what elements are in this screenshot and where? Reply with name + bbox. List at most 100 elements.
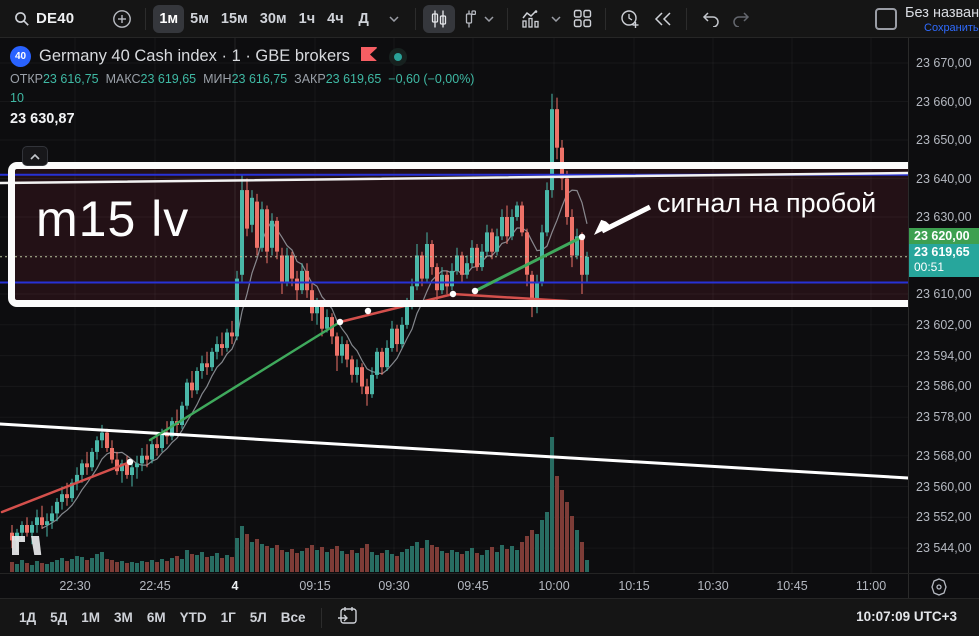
close-value: 23 619,65 bbox=[325, 72, 382, 86]
indicators-button[interactable] bbox=[515, 5, 567, 33]
compare-add-button[interactable] bbox=[106, 5, 138, 33]
candle-chart-type-button[interactable] bbox=[422, 4, 455, 33]
undo-button[interactable] bbox=[694, 5, 726, 33]
price-label: 23 670,00 bbox=[916, 56, 972, 70]
bottom-toolbar: 1Д 5Д 1М 3М 6М YTD 1Г 5Л Все 10:07:09 UTC+3 bbox=[0, 598, 979, 636]
time-label: 10:30 bbox=[697, 579, 729, 593]
red-trendline-left bbox=[0, 460, 132, 514]
time-label: 10:00 bbox=[538, 579, 570, 593]
time-label: 09:45 bbox=[457, 579, 489, 593]
range-button-1Д[interactable]: 1Д bbox=[19, 610, 37, 625]
tradingview-logo[interactable] bbox=[12, 536, 46, 561]
candles-icon bbox=[429, 9, 449, 29]
interval-button-5м[interactable]: 5м bbox=[190, 10, 209, 27]
interval-button-Д[interactable]: Д bbox=[358, 10, 369, 27]
price-label: 23 552,00 bbox=[916, 510, 972, 524]
interval-menu-button[interactable] bbox=[380, 5, 408, 33]
plus-circle-icon bbox=[112, 9, 132, 29]
chevron-down-icon bbox=[484, 15, 494, 22]
price-axis[interactable]: 23 670,00 23 660,00 23 650,00 23 640,00 23 6… bbox=[908, 38, 979, 573]
alert-clock-icon bbox=[619, 8, 641, 30]
time-label: 10:15 bbox=[618, 579, 650, 593]
open-label: ОТКР bbox=[10, 72, 43, 86]
collapse-header-button[interactable] bbox=[22, 146, 48, 166]
range-button-5Л[interactable]: 5Л bbox=[249, 610, 267, 625]
toolbar-separator bbox=[320, 607, 322, 628]
range-button-1М[interactable]: 1М bbox=[81, 610, 101, 625]
change-value: −0,60 (−0,00%) bbox=[388, 72, 475, 86]
range-button-Все[interactable]: Все bbox=[280, 610, 306, 625]
red-zigzag-line bbox=[338, 292, 585, 324]
toolbar-separator bbox=[685, 7, 687, 30]
ohlc-row[interactable]: ОТКР23 616,75 МАКС23 619,65 МИН23 616,75 ЗА… bbox=[10, 72, 481, 86]
range-button-6М[interactable]: 6М bbox=[146, 610, 166, 625]
symbol-search-button[interactable]: DE40 bbox=[8, 5, 80, 33]
price-label: 23 640,00 bbox=[916, 172, 972, 186]
undo-icon bbox=[700, 11, 720, 27]
time-label: 09:30 bbox=[378, 579, 410, 593]
top-toolbar: DE40 1м 5м 15м 30м 1ч 4ч Д bbox=[0, 0, 979, 38]
axis-separator bbox=[908, 574, 909, 599]
lower-white-trendline bbox=[0, 422, 908, 480]
interval-button-15м[interactable]: 15м bbox=[220, 10, 248, 27]
layout-name[interactable]: Без назван bbox=[905, 5, 979, 21]
interval-button-1м[interactable]: 1м bbox=[153, 4, 185, 33]
save-layout-link[interactable]: Сохранить bbox=[924, 22, 979, 34]
range-button-3М[interactable]: 3М bbox=[114, 610, 133, 625]
price-label: 23 650,00 bbox=[916, 133, 972, 147]
price-chart[interactable] bbox=[0, 38, 908, 573]
chart-settings-gear-icon[interactable] bbox=[928, 576, 950, 603]
chart-area[interactable]: 40 Germany 40 Cash index · 1 · GBE broke… bbox=[0, 38, 979, 573]
price-label: 23 544,00 bbox=[916, 541, 972, 555]
symbol-title[interactable]: Germany 40 Cash index · 1 · GBE brokers bbox=[39, 47, 350, 65]
high-label: МАКС bbox=[105, 72, 141, 86]
time-axis[interactable]: 22:30 22:45 4 09:15 09:30 09:45 10:00 10:15 10:3… bbox=[0, 573, 979, 599]
price-label: 23 560,00 bbox=[916, 480, 972, 494]
toolbar-separator bbox=[604, 7, 606, 30]
price-label: 23 630,00 bbox=[916, 210, 972, 224]
range-buttons: 1Д 5Д 1М 3М 6М YTD 1Г 5Л Все bbox=[12, 606, 313, 629]
time-label: 22:30 bbox=[59, 579, 91, 593]
chevron-down-icon bbox=[389, 15, 399, 22]
interval-buttons: 1м 5м 15м 30м 1ч 4ч Д bbox=[153, 4, 377, 33]
price-label: 23 610,00 bbox=[916, 287, 972, 301]
time-label: 4 bbox=[231, 579, 239, 593]
range-button-YTD[interactable]: YTD bbox=[179, 610, 207, 625]
clock-timezone[interactable]: 10:07:09 UTC+3 bbox=[856, 609, 957, 624]
high-value: 23 619,65 bbox=[140, 72, 197, 86]
low-label: МИН bbox=[203, 72, 232, 86]
time-label: 11:00 bbox=[855, 579, 887, 593]
time-label: 22:45 bbox=[139, 579, 171, 593]
market-status-icon[interactable] bbox=[388, 47, 407, 66]
range-button-1Г[interactable]: 1Г bbox=[220, 610, 236, 625]
range-button-5Д[interactable]: 5Д bbox=[50, 610, 68, 625]
upper-white-trendline bbox=[0, 171, 908, 185]
close-label: ЗАКР bbox=[294, 72, 326, 86]
symbol-label: DE40 bbox=[36, 10, 75, 27]
interval-button-30м[interactable]: 30м bbox=[259, 10, 287, 27]
chevron-down-icon bbox=[551, 15, 561, 22]
indicators-icon bbox=[521, 9, 543, 29]
interval-button-1ч[interactable]: 1ч bbox=[298, 10, 316, 27]
green-trendline-left bbox=[148, 320, 342, 442]
select-layout-icon[interactable] bbox=[875, 8, 897, 30]
toolbar-separator bbox=[506, 7, 508, 30]
bar-countdown: 00:51 bbox=[914, 260, 945, 274]
symbol-title-row[interactable]: 40 Germany 40 Cash index · 1 · GBE broke… bbox=[10, 46, 481, 67]
price-label: 23 568,00 bbox=[916, 449, 972, 463]
layout-grid-button[interactable] bbox=[567, 5, 598, 33]
alert-button[interactable] bbox=[613, 5, 647, 33]
chart-style-icon bbox=[461, 9, 477, 29]
price-label: 23 660,00 bbox=[916, 95, 972, 109]
replay-button[interactable] bbox=[647, 5, 679, 33]
redo-button[interactable] bbox=[726, 5, 758, 33]
chart-style-button[interactable] bbox=[455, 5, 500, 33]
interval-button-4ч[interactable]: 4ч bbox=[327, 10, 344, 27]
time-label: 10:45 bbox=[776, 579, 808, 593]
level-price-tag: 23 620,00 bbox=[909, 228, 979, 244]
goto-date-button[interactable] bbox=[330, 602, 366, 633]
flag-icon[interactable] bbox=[360, 46, 377, 67]
replay-rewind-icon bbox=[653, 11, 673, 27]
search-icon bbox=[14, 11, 30, 27]
